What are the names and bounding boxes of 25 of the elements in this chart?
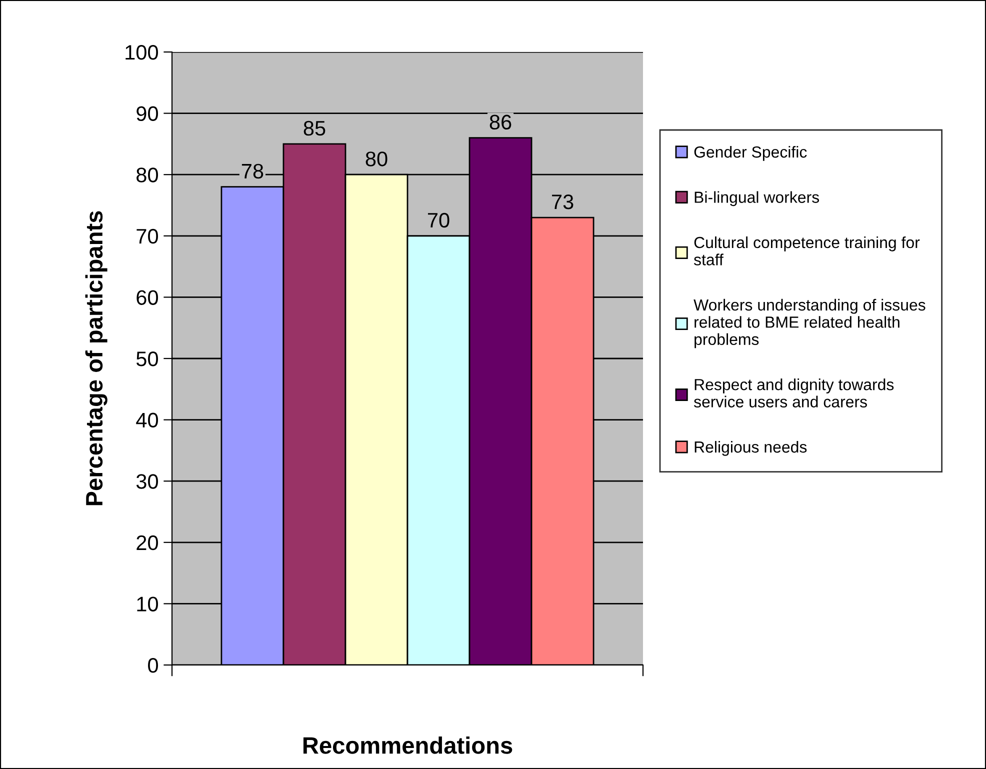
y-tick-label: 40 xyxy=(136,412,158,428)
data-label: 85 xyxy=(304,120,326,136)
data-label: 70 xyxy=(428,212,450,228)
y-tick-label: 90 xyxy=(136,106,158,122)
legend-label: Workers understanding of issues related to BME related health problems xyxy=(694,298,926,348)
data-label: 78 xyxy=(242,164,264,179)
y-tick-label: 80 xyxy=(136,168,158,182)
y-tick-label: 10 xyxy=(137,596,158,612)
data-label: 86 xyxy=(490,114,512,130)
data-label: 80 xyxy=(366,152,388,166)
legend-label: Respect and dignity towards service users and carers xyxy=(694,378,894,408)
y-tick-label: 60 xyxy=(136,290,158,305)
legend-label: Bi-lingual workers xyxy=(694,191,820,206)
legend-label: Gender Specific xyxy=(694,146,807,161)
y-axis-title: Percentage of participants xyxy=(85,211,108,506)
y-tick-label: 30 xyxy=(136,474,158,489)
y-tick-label: 70 xyxy=(136,228,158,244)
x-axis-title: Recommendations xyxy=(303,736,512,754)
y-tick-label: 50 xyxy=(136,352,158,366)
y-tick-label: 100 xyxy=(126,45,158,60)
legend-label: Religious needs xyxy=(694,440,807,456)
y-tick-label: 20 xyxy=(136,535,158,550)
data-label: 73 xyxy=(552,194,574,210)
legend-label: Cultural competence training for staff xyxy=(694,236,920,266)
y-tick-label: 0 xyxy=(148,658,158,673)
